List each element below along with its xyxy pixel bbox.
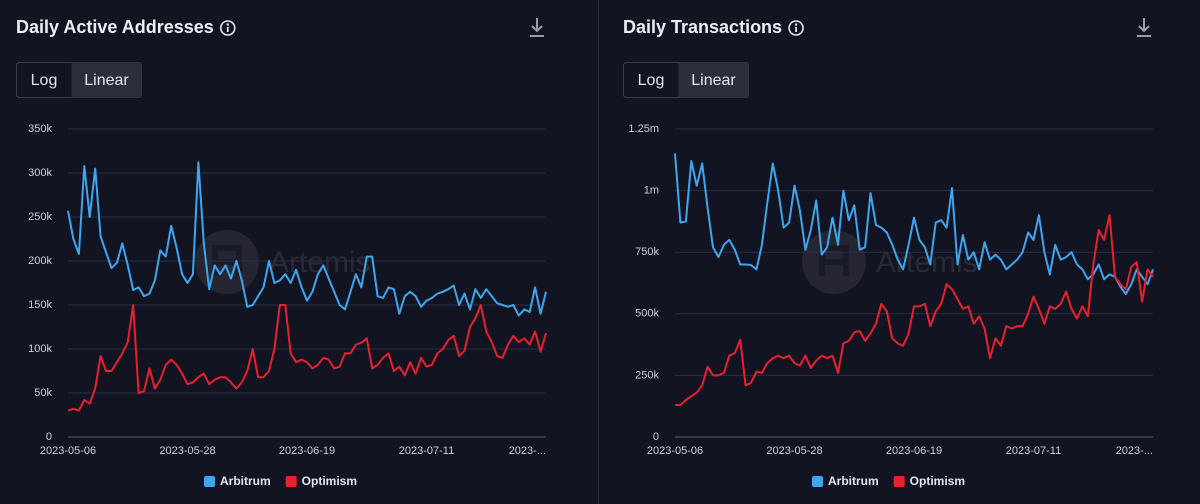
y-tick-label: 0 — [46, 431, 52, 443]
scale-button-active — [71, 62, 142, 98]
legend-label[interactable]: Arbitrum — [220, 474, 271, 488]
y-tick-label: 500k — [635, 308, 659, 320]
download-icon[interactable] — [530, 18, 544, 37]
y-tick-label: 300k — [28, 167, 52, 179]
y-tick-label: 150k — [28, 299, 52, 311]
download-icon[interactable] — [1137, 18, 1151, 37]
legend-swatch[interactable] — [204, 476, 215, 487]
x-tick-label: 2023-05-06 — [40, 445, 96, 457]
chart-panel: Daily Active Addresses Log Linear Artemis 0 5… — [16, 17, 547, 488]
chart-title: Daily Transactions — [623, 17, 782, 37]
series-line — [674, 153, 1154, 296]
legend-label[interactable]: Arbitrum — [828, 474, 879, 488]
y-tick-label: 250k — [635, 369, 659, 381]
scale-button[interactable]: Log — [31, 72, 58, 89]
x-tick-label: 2023-07-11 — [399, 445, 454, 457]
legend-swatch[interactable] — [893, 476, 905, 487]
x-tick-label: 2023-05-06 — [647, 445, 703, 457]
x-tick-label: 2023-05-28 — [766, 445, 822, 457]
scale-button-active — [678, 62, 749, 98]
watermark: Artemis — [269, 246, 371, 279]
y-tick-label: 350k — [28, 123, 52, 135]
scale-button[interactable]: Linear — [691, 72, 736, 89]
y-tick-label: 750k — [635, 246, 659, 258]
x-tick-label: 2023-06-19 — [886, 445, 942, 457]
scale-button[interactable]: Log — [638, 72, 665, 89]
series-line — [675, 214, 1154, 406]
y-tick-label: 250k — [28, 211, 52, 223]
legend-swatch[interactable] — [285, 476, 297, 487]
watermark-glyph — [819, 245, 849, 276]
x-tick-label: 2023-05-28 — [159, 445, 215, 457]
x-tick-label: 2023-... — [1116, 445, 1153, 457]
y-tick-label: 200k — [28, 255, 52, 267]
scale-button[interactable]: Linear — [84, 72, 129, 89]
y-tick-label: 50k — [34, 387, 52, 399]
info-icon-dot — [794, 23, 798, 26]
y-tick-label: 1.25m — [628, 123, 659, 135]
info-icon[interactable] — [788, 20, 804, 36]
info-icon-dot — [226, 23, 229, 26]
legend-label[interactable]: Optimism — [910, 474, 965, 488]
chart-title: Daily Active Addresses — [16, 17, 214, 37]
x-tick-label: 2023-... — [509, 445, 546, 457]
y-tick-label: 0 — [653, 431, 659, 443]
series-line — [67, 304, 547, 412]
y-tick-label: 1m — [644, 185, 659, 197]
legend-label[interactable]: Optimism — [302, 474, 357, 488]
series-line — [67, 161, 547, 317]
info-icon[interactable] — [219, 20, 236, 36]
watermark-glyph — [212, 245, 242, 276]
legend-swatch[interactable] — [812, 476, 823, 487]
x-tick-label: 2023-06-19 — [279, 445, 335, 457]
y-tick-label: 100k — [28, 343, 52, 355]
x-tick-label: 2023-07-11 — [1006, 445, 1061, 457]
